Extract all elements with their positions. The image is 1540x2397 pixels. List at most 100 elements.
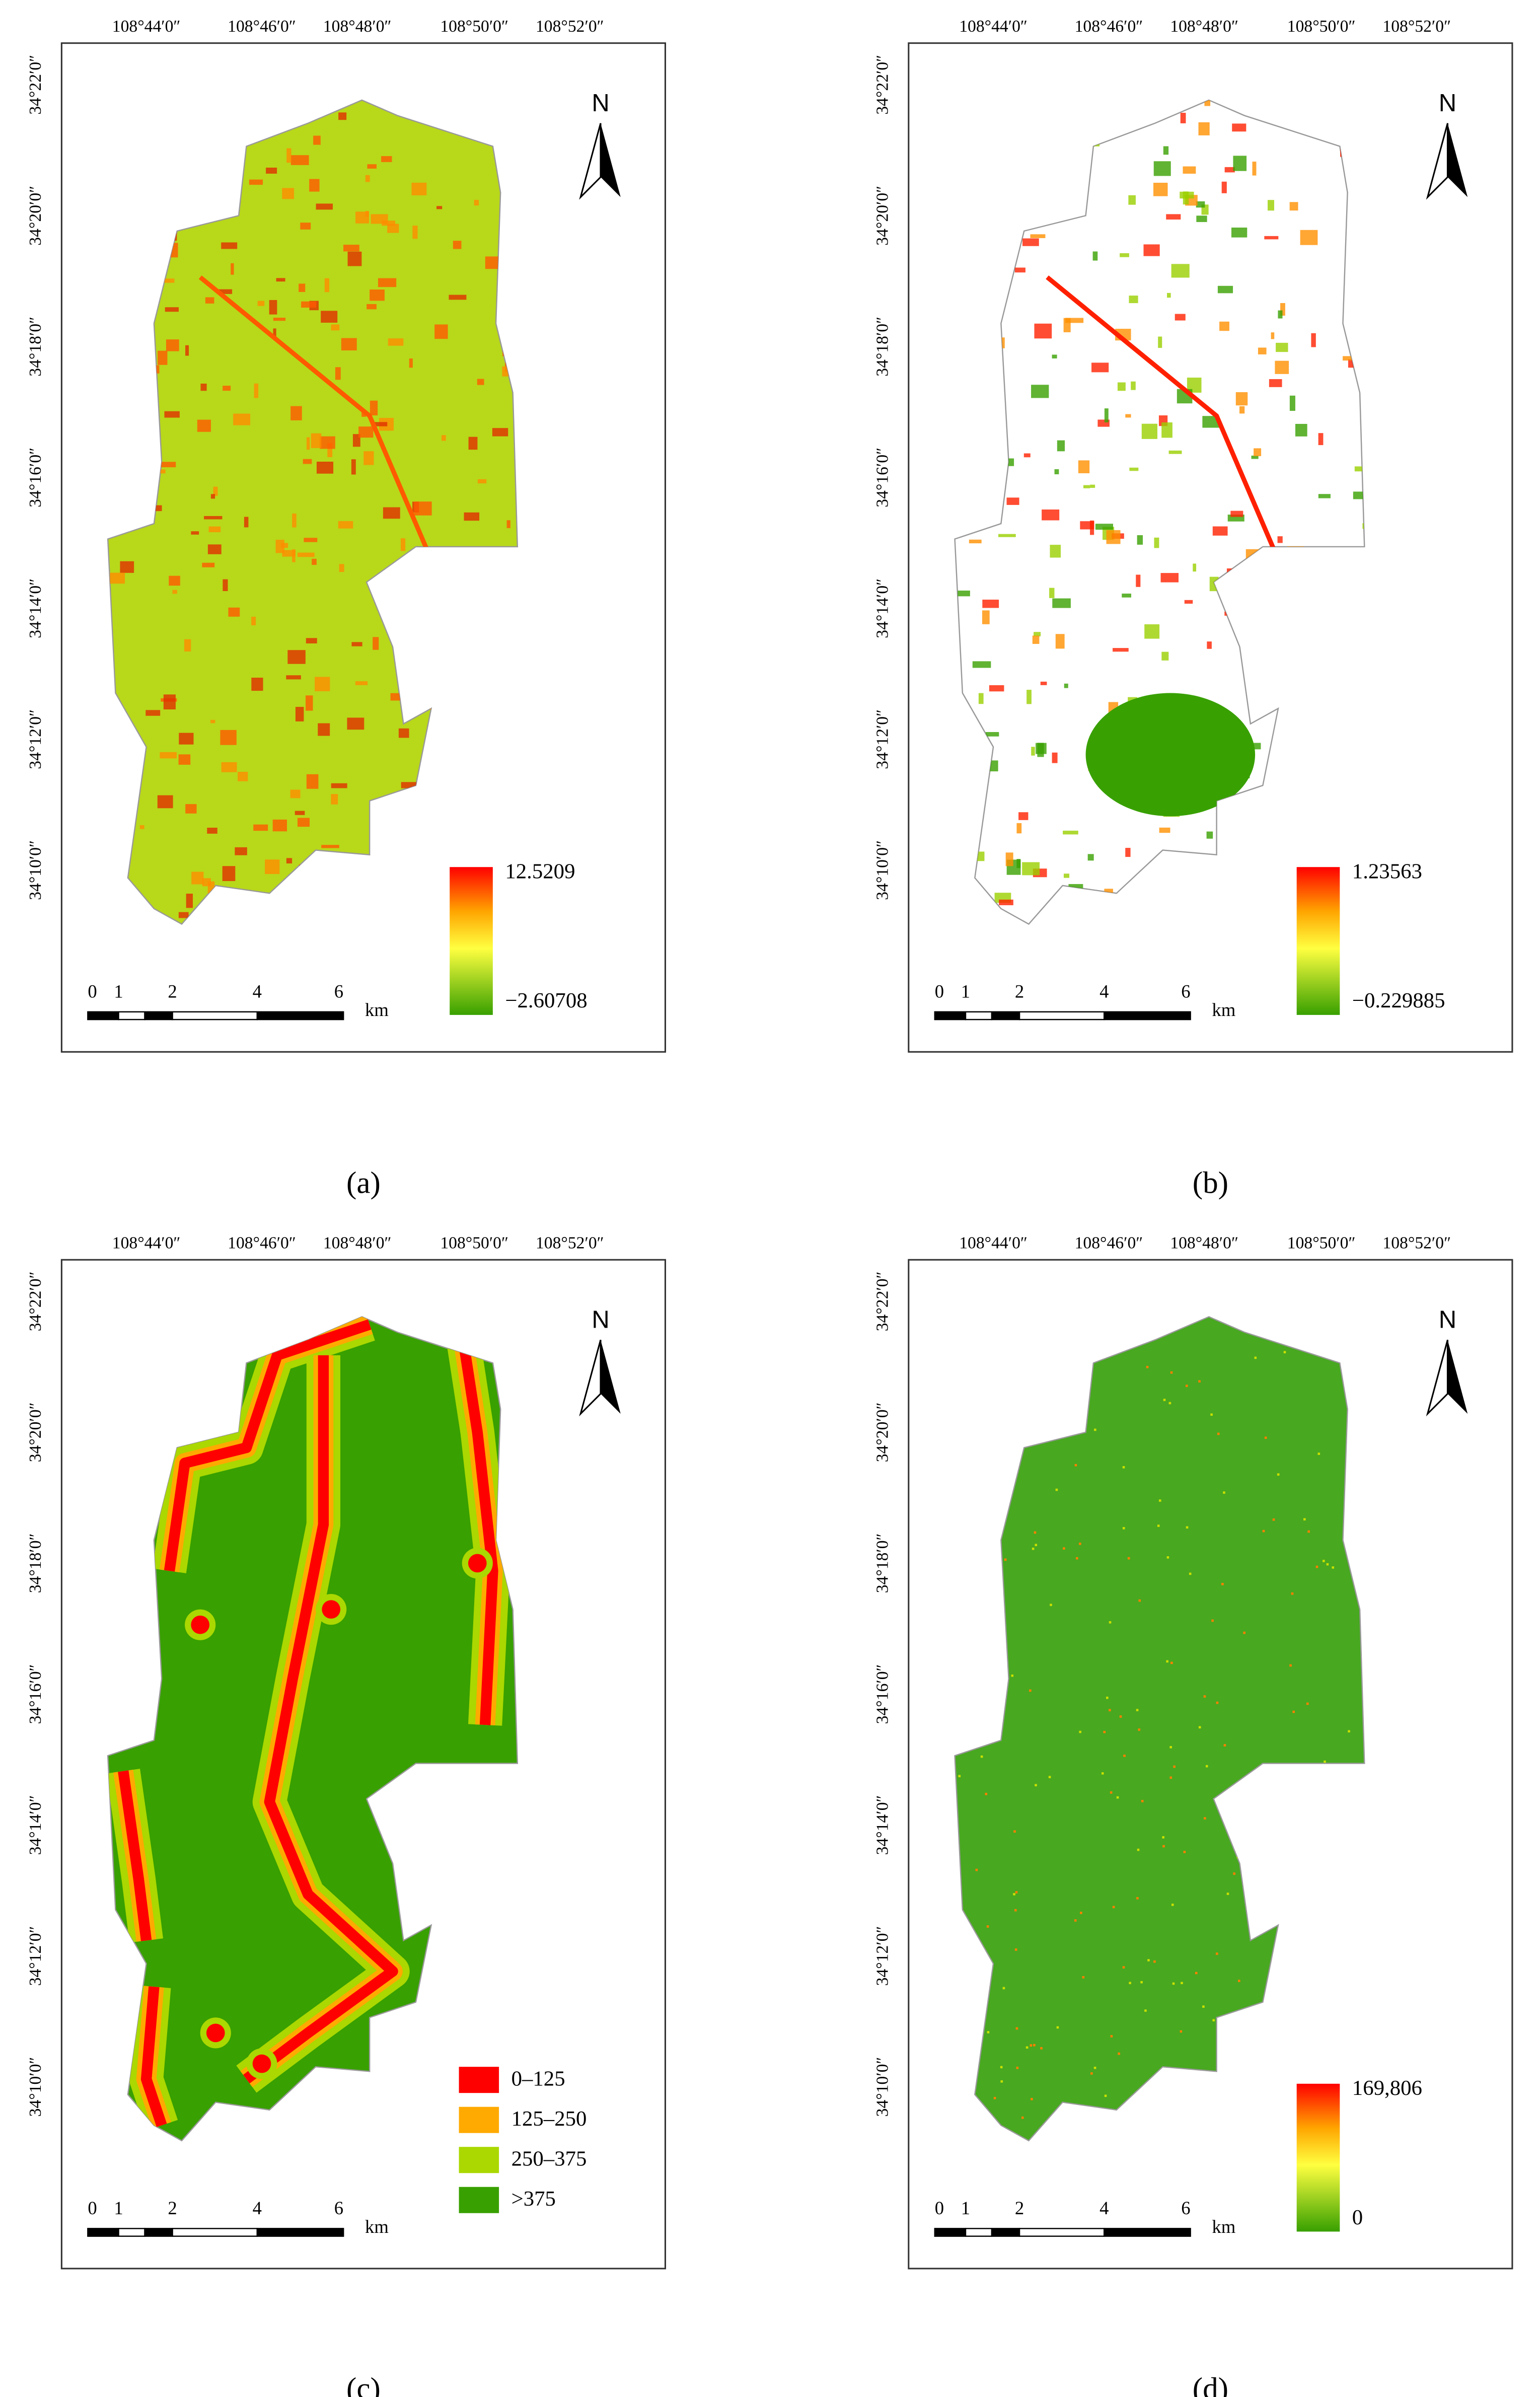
texture-patch xyxy=(245,115,250,128)
texture-patch xyxy=(308,100,314,114)
lat-label: 34°10′0″ xyxy=(26,2057,45,2117)
texture-patch xyxy=(381,156,392,162)
texture-patch xyxy=(137,227,142,237)
texture-dot xyxy=(975,1868,978,1871)
texture-dot xyxy=(1016,2066,1019,2069)
buffer-core xyxy=(243,1355,398,2084)
texture-patch xyxy=(485,256,503,269)
texture-dot xyxy=(1137,1848,1140,1851)
texture-patch xyxy=(1023,453,1031,458)
texture-patch xyxy=(1221,181,1227,193)
texture-patch xyxy=(1226,568,1244,578)
texture-patch xyxy=(446,603,458,607)
map-frame xyxy=(60,1259,667,2270)
texture-patch xyxy=(1031,747,1035,756)
texture-patch xyxy=(286,148,291,163)
texture-dot xyxy=(1079,1730,1081,1733)
texture-patch xyxy=(1359,366,1363,370)
map-panel: 108°44′0″ 108°46′0″ 108°48′0″ 108°50′0″ 108°… xyxy=(26,17,667,1200)
texture-patch xyxy=(338,112,347,120)
texture-patch xyxy=(438,668,444,681)
texture-patch xyxy=(238,771,248,781)
texture-patch xyxy=(1014,267,1025,273)
texture-dot xyxy=(1118,2052,1120,2055)
texture-patch xyxy=(282,188,295,199)
texture-dot xyxy=(1226,1893,1229,1895)
texture-patch xyxy=(299,283,306,292)
texture-dot xyxy=(1251,1780,1254,1782)
texture-patch xyxy=(990,380,996,392)
texture-dot xyxy=(1295,1947,1298,1949)
texture-patch xyxy=(125,747,144,752)
texture-patch xyxy=(1031,385,1049,398)
texture-dot xyxy=(963,1448,966,1451)
texture-dot xyxy=(1021,2116,1024,2119)
texture-patch xyxy=(185,345,189,356)
texture-patch xyxy=(1125,848,1131,857)
texture-patch xyxy=(428,705,443,710)
texture-patch xyxy=(335,367,341,380)
texture-dot xyxy=(1090,2072,1093,2075)
texture-patch xyxy=(389,865,395,878)
lon-label: 108°48′0″ xyxy=(1170,17,1238,36)
texture-patch xyxy=(303,459,312,464)
texture-dot xyxy=(1351,1414,1353,1417)
lat-label: 34°14′0″ xyxy=(26,1795,45,1855)
texture-patch xyxy=(155,365,160,374)
lat-label: 34°12′0″ xyxy=(873,709,892,769)
texture-patch xyxy=(1034,632,1041,636)
texture-patch xyxy=(998,534,1016,537)
texture-patch xyxy=(269,300,277,315)
texture-dot xyxy=(1216,1952,1218,1955)
lon-label: 108°48′0″ xyxy=(323,17,392,36)
texture-patch xyxy=(1238,628,1249,640)
texture-patch xyxy=(958,723,976,732)
texture-patch xyxy=(222,866,236,881)
texture-patch xyxy=(1245,549,1261,564)
texture-patch xyxy=(157,795,173,809)
texture-patch xyxy=(151,469,166,474)
texture-dot xyxy=(1017,1353,1020,1356)
texture-dot xyxy=(1237,1980,1240,1982)
texture-patch xyxy=(351,459,356,475)
texture-patch xyxy=(290,406,302,420)
texture-dot xyxy=(1119,1715,1122,1718)
texture-patch xyxy=(382,815,389,829)
texture-dot xyxy=(1361,1457,1364,1460)
texture-patch xyxy=(510,835,517,841)
texture-dot xyxy=(1180,2030,1183,2033)
buffer-dot xyxy=(191,1615,210,1634)
texture-patch xyxy=(221,242,238,249)
texture-patch xyxy=(1153,161,1171,176)
texture-patch xyxy=(272,819,287,832)
buffer-dot xyxy=(252,2054,271,2073)
texture-patch xyxy=(971,252,987,257)
scale-label: 4 xyxy=(253,2198,262,2218)
texture-patch xyxy=(371,422,388,426)
lon-label: 108°46′0″ xyxy=(1075,1233,1143,1252)
texture-patch xyxy=(958,253,962,257)
texture-patch xyxy=(1117,382,1126,391)
texture-patch xyxy=(160,752,177,759)
lat-label: 34°16′0″ xyxy=(873,448,892,507)
texture-dot xyxy=(1348,2060,1351,2063)
texture-patch xyxy=(254,383,259,398)
texture-patch xyxy=(1236,880,1244,893)
scale-label: 2 xyxy=(1015,981,1024,1001)
texture-patch xyxy=(1312,763,1317,767)
texture-dot xyxy=(1198,1380,1201,1383)
texture-dot xyxy=(1242,2103,1245,2105)
texture-patch xyxy=(1297,739,1301,746)
texture-dot xyxy=(1146,1365,1149,1368)
texture-patch xyxy=(1332,676,1347,682)
texture-patch xyxy=(1349,836,1362,851)
texture-patch xyxy=(297,818,310,827)
texture-patch xyxy=(403,652,407,667)
texture-dot xyxy=(1048,1776,1051,1778)
texture-patch xyxy=(962,249,973,256)
texture-patch xyxy=(1064,683,1068,688)
lon-label: 108°46′0″ xyxy=(1075,17,1143,36)
scale-label: 4 xyxy=(253,981,262,1001)
lat-label: 34°18′0″ xyxy=(26,1533,45,1593)
texture-patch xyxy=(306,437,310,450)
